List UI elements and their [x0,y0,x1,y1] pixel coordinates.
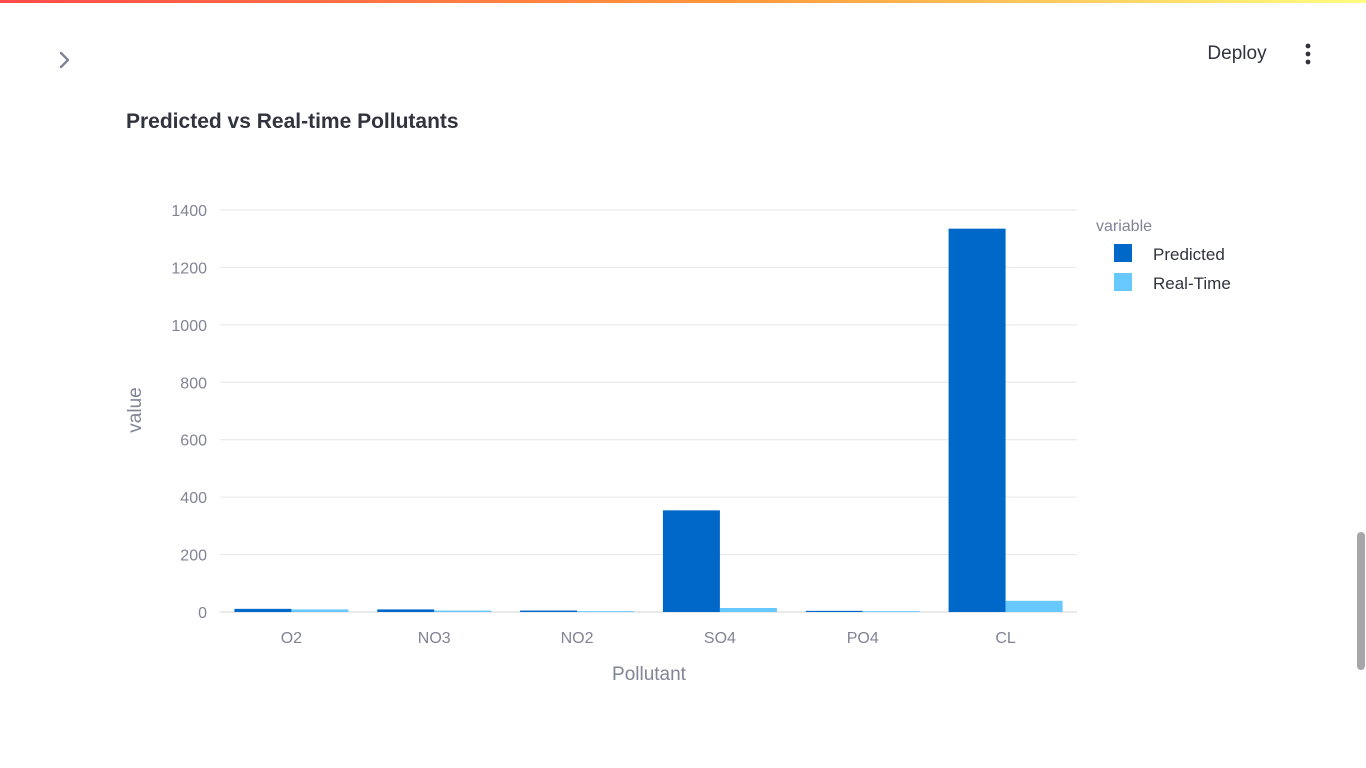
page-title: Predicted vs Real-time Pollutants [126,110,459,133]
x-tick-label: CL [995,630,1016,647]
deploy-button[interactable]: Deploy [1192,38,1282,70]
bar-chart: 0 200 400 600 800 1000 1200 1400 O2 NO3 NO2 SO4 PO4… [125,203,1231,685]
legend-swatch [1114,273,1132,291]
legend-title: variable [1096,218,1152,235]
y-tick-label: 0 [198,605,207,622]
x-tick-label: SO4 [704,630,736,647]
y-tick-label: 200 [180,548,207,565]
sidebar-toggle-button[interactable] [50,46,78,74]
y-tick-labels: 0 200 400 600 800 1000 1200 1400 [171,203,207,622]
chevron-right-icon [59,51,70,69]
bar-predicted-cl[interactable] [948,228,1006,612]
bar-real-time-o2[interactable] [291,609,349,612]
bar-real-time-so4[interactable] [719,607,777,612]
x-tick-label: NO2 [561,630,594,647]
legend-label: Predicted [1153,245,1225,264]
grid-lines [220,209,1077,613]
legend-swatch [1114,244,1132,262]
bar-predicted-o2[interactable] [234,608,292,612]
bars [234,228,1063,612]
y-tick-label: 1200 [171,260,207,277]
vertical-dots-icon [1305,43,1311,65]
x-tick-labels: O2 NO3 NO2 SO4 PO4 CL [281,630,1016,647]
y-tick-label: 800 [180,375,207,392]
scrollbar-thumb[interactable] [1357,532,1365,670]
bar-predicted-po4[interactable] [805,610,863,612]
main-menu-button[interactable] [1294,38,1322,70]
x-tick-label: PO4 [847,630,879,647]
top-decoration-bar [0,0,1366,3]
legend-label: Real-Time [1153,274,1231,293]
y-tick-label: 1000 [171,318,207,335]
bar-predicted-no3[interactable] [377,609,435,612]
bar-predicted-so4[interactable] [662,510,720,612]
y-axis-label: value [125,387,146,432]
bar-real-time-cl[interactable] [1005,600,1063,612]
x-axis-label: Pollutant [612,664,687,685]
legend-item-predicted[interactable]: Predicted [1114,244,1225,264]
bar-real-time-po4[interactable] [862,611,920,612]
bar-real-time-no3[interactable] [434,610,492,612]
legend: variable Predicted Real-Time [1096,218,1231,293]
y-tick-label: 1400 [171,203,207,220]
y-tick-label: 600 [180,433,207,450]
legend-item-real-time[interactable]: Real-Time [1114,273,1231,293]
y-tick-label: 400 [180,490,207,507]
x-tick-label: O2 [281,630,302,647]
bar-predicted-no2[interactable] [520,610,578,612]
x-tick-label: NO3 [418,630,451,647]
bar-real-time-no2[interactable] [577,611,635,612]
